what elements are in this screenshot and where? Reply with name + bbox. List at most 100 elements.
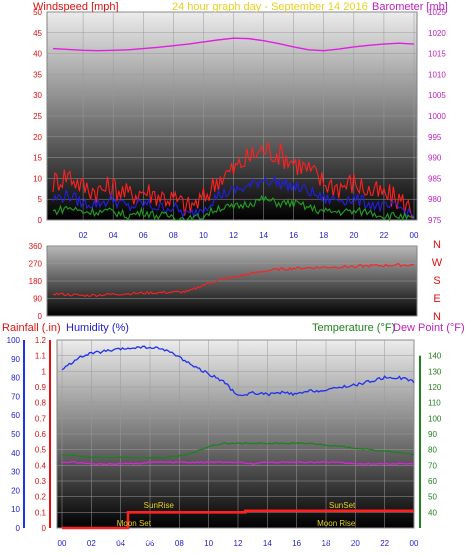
barometer-axis-label: Barometer [mb] bbox=[372, 1, 448, 13]
compass-label: N bbox=[433, 239, 441, 251]
wind-y-tick-label: 15 bbox=[33, 154, 42, 163]
humidity-y-tick-label: 90 bbox=[11, 355, 20, 364]
humidity-y-tick-label: 0 bbox=[16, 524, 21, 533]
humidity-y-tick-label: 20 bbox=[11, 486, 20, 495]
temperature-y-tick-label: 40 bbox=[428, 508, 437, 517]
temperature-y-tick-label: 60 bbox=[428, 477, 437, 486]
rain-y-tick-label: 1.1 bbox=[35, 352, 47, 361]
series-temperature bbox=[61, 442, 415, 459]
wind-x-tick-label: 04 bbox=[109, 231, 118, 240]
rain-x-tick-label: 18 bbox=[322, 539, 331, 548]
rainfall-axis-label: Rainfall (.in) bbox=[2, 322, 61, 334]
wind-y-tick-label: 30 bbox=[33, 91, 42, 100]
annotation-label: SunRise bbox=[144, 501, 175, 510]
wind-y-tick-label: 50 bbox=[33, 8, 42, 17]
direction-y-tick-label: 360 bbox=[29, 242, 43, 251]
barometer-y-tick-label: 1000 bbox=[428, 112, 446, 121]
rain-y-tick-label: 0.9 bbox=[35, 383, 47, 392]
rain-x-tick-label: 02 bbox=[87, 539, 96, 548]
series-wind_low bbox=[52, 194, 415, 222]
temperature-y-tick-label: 80 bbox=[428, 446, 437, 455]
rain-humidity-axes: 0 0.1 0.2 0.3 0.4 0.5 0.6 0.7 0.8 0.9 1 1.1 1.2 0 10 20… bbox=[7, 336, 442, 548]
humidity-y-tick-label: 100 bbox=[7, 336, 21, 345]
humidity-y-tick-label: 80 bbox=[11, 374, 20, 383]
barometer-y-tick-label: 1020 bbox=[428, 29, 446, 38]
rain-x-tick-label: 20 bbox=[351, 539, 360, 548]
barometer-y-tick-label: 985 bbox=[428, 174, 442, 183]
direction-series bbox=[52, 263, 415, 298]
temperature-axis-label: Temperature (°F) bbox=[312, 322, 395, 334]
temperature-y-tick-label: 50 bbox=[428, 493, 437, 502]
series-wind_direction bbox=[52, 263, 415, 298]
wind-x-tick-label: 08 bbox=[169, 231, 178, 240]
series-rainfall bbox=[62, 509, 414, 530]
rain-x-tick-label: 12 bbox=[234, 539, 243, 548]
compass-label: E bbox=[433, 293, 440, 305]
rain-y-tick-label: 0.1 bbox=[35, 508, 47, 517]
windspeed-axis-label: Windspeed [mph] bbox=[33, 1, 119, 13]
wind-y-tick-label: 5 bbox=[38, 195, 43, 204]
temperature-y-tick-label: 120 bbox=[428, 383, 442, 392]
barometer-y-tick-label: 990 bbox=[428, 154, 442, 163]
wind-y-tick-label: 25 bbox=[33, 112, 42, 121]
temperature-y-tick-label: 100 bbox=[428, 414, 442, 423]
annotation-label: Moon Rise bbox=[317, 519, 356, 528]
rain-x-tick-label: 22 bbox=[380, 539, 389, 548]
barometer-y-tick-label: 980 bbox=[428, 195, 442, 204]
direction-y-tick-label: 180 bbox=[29, 277, 43, 286]
wind-y-tick-label: 40 bbox=[33, 50, 42, 59]
direction-y-ticks: 0 90 180 270 360 bbox=[29, 242, 417, 321]
wind-y-tick-label: 0 bbox=[38, 216, 43, 225]
rain-humidity-temp-series bbox=[61, 345, 415, 530]
annotation-label: Moon Set bbox=[117, 519, 152, 528]
compass-label: S bbox=[433, 275, 440, 287]
rain-y-tick-label: 1 bbox=[42, 367, 47, 376]
wind-y-tick-label: 45 bbox=[33, 29, 42, 38]
wind-y-ticks: 0 5 10 15 20 25 30 35 40 45 50 bbox=[33, 8, 417, 225]
series-humidity bbox=[61, 345, 415, 397]
rain-x-tick-label: 00 bbox=[410, 539, 419, 548]
temperature-y-tick-label: 130 bbox=[428, 367, 442, 376]
annotation-label: Set bbox=[342, 536, 355, 545]
rain-x-tick-label: 14 bbox=[263, 539, 272, 548]
direction-y-tick-label: 90 bbox=[33, 295, 42, 304]
barometer-y-tick-label: 1025 bbox=[428, 8, 446, 17]
wind-x-tick-label: 10 bbox=[199, 231, 208, 240]
humidity-y-tick-label: 60 bbox=[11, 411, 20, 420]
wind-x-tick-label: 18 bbox=[319, 231, 328, 240]
humidity-y-tick-label: 30 bbox=[11, 468, 20, 477]
rain-y-tick-label: 0.6 bbox=[35, 430, 47, 439]
barometer-y-tick-label: 1015 bbox=[428, 50, 446, 59]
rain-y-tick-label: 0.4 bbox=[35, 461, 47, 470]
rain-x-tick-label: 00 bbox=[58, 539, 67, 548]
temperature-y-tick-label: 140 bbox=[428, 352, 442, 361]
temperature-y-tick-label: 90 bbox=[428, 430, 437, 439]
barometer-y-tick-label: 1010 bbox=[428, 70, 446, 79]
humidity-y-tick-label: 50 bbox=[11, 430, 20, 439]
series-dew_point bbox=[61, 460, 415, 466]
wind-x-tick-label: 00 bbox=[410, 231, 419, 240]
annotation-label: Set bbox=[143, 536, 156, 545]
barometer-y-tick-label: 975 bbox=[428, 216, 442, 225]
rain-x-tick-label: 16 bbox=[292, 539, 301, 548]
dewpoint-axis-label: Dew Point (°F) bbox=[393, 322, 465, 334]
series-barometer bbox=[52, 37, 415, 52]
rain-y-tick-label: 0.2 bbox=[35, 493, 47, 502]
wind-x-tick-label: 16 bbox=[289, 231, 298, 240]
barometer-y-ticks: 975 980 985 990 995 1000 1005 1010 1015 1020 1025 bbox=[428, 8, 446, 225]
temperature-y-tick-label: 110 bbox=[428, 399, 441, 408]
rain-x-tick-label: 10 bbox=[204, 539, 213, 548]
annotation-label: Sun bbox=[322, 536, 336, 545]
series-wind_avg bbox=[52, 175, 415, 221]
compass-label: N bbox=[433, 311, 441, 323]
direction-y-tick-label: 270 bbox=[29, 260, 43, 269]
rain-y-tick-label: 0 bbox=[42, 524, 47, 533]
humidity-axis-label: Humidity (%) bbox=[66, 322, 129, 334]
rain-x-tick-label: 08 bbox=[175, 539, 184, 548]
annotation-label: SunSet bbox=[329, 501, 356, 510]
compass-label: W bbox=[432, 257, 443, 269]
humidity-y-tick-label: 70 bbox=[11, 392, 20, 401]
